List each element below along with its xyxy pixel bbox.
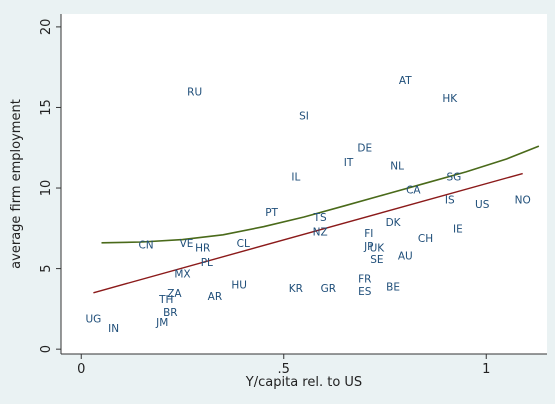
data-point-label: DE	[357, 143, 372, 155]
x-tick-label: 1	[482, 362, 490, 377]
data-point-label: RU	[187, 86, 202, 98]
y-tick-label: 5	[39, 264, 54, 272]
data-point-label: HK	[442, 93, 458, 105]
y-axis-title: average firm employment	[9, 99, 24, 269]
data-point-label: AR	[208, 291, 222, 303]
data-point-label: DK	[386, 217, 402, 229]
data-point-label: PT	[265, 207, 278, 219]
x-tick-label: .5	[278, 362, 290, 377]
x-tick-label: 0	[77, 362, 85, 377]
data-point-label: CL	[237, 238, 250, 250]
data-point-label: UG	[85, 314, 101, 326]
data-point-label: MX	[174, 268, 190, 280]
data-point-label: AU	[398, 251, 413, 263]
data-point-label: KR	[289, 283, 303, 295]
data-point-label: SG	[446, 172, 461, 184]
linear-fit-line	[93, 172, 523, 294]
data-point-label: JP	[363, 241, 373, 253]
data-point-label: UK	[370, 243, 386, 255]
y-tick-label: 10	[39, 180, 54, 197]
y-tick-label: 0	[39, 345, 54, 353]
data-point-label: HU	[231, 280, 247, 292]
data-point-label: CH	[418, 233, 433, 245]
data-point-label: FR	[358, 273, 371, 285]
data-point-label: IS	[445, 194, 455, 206]
data-point-label: IE	[453, 223, 463, 235]
data-point-label: NL	[390, 160, 404, 172]
data-point-label: NO	[515, 194, 531, 206]
data-point-label: ZA	[167, 288, 182, 300]
data-point-label: AT	[399, 75, 412, 87]
data-point-label: TS	[313, 212, 327, 224]
data-point-label: NZ	[313, 227, 328, 239]
data-point-label: PL	[201, 257, 213, 269]
data-point-label: FI	[364, 228, 373, 240]
data-point-label: CA	[406, 185, 421, 197]
y-tick-label: 20	[39, 19, 54, 36]
data-point-label: IL	[291, 172, 300, 184]
data-point-label: SI	[299, 111, 309, 123]
data-point-label: CN	[138, 239, 153, 251]
axes: 0 5 10 15 20 0 .5 1	[39, 14, 547, 377]
data-point-label: BR	[163, 307, 178, 319]
data-point-label: BE	[386, 281, 400, 293]
data-point-label: IN	[108, 323, 119, 335]
plot-area	[61, 14, 547, 354]
fit-lines	[93, 145, 540, 294]
data-point-label: ES	[358, 286, 372, 298]
y-tick-label: 15	[39, 99, 54, 116]
data-point-label: VE	[180, 238, 194, 250]
data-point-label: US	[475, 199, 490, 211]
data-point-label: TH	[158, 294, 173, 306]
x-axis-title: Y/capita rel. to US	[245, 375, 362, 390]
data-point-label: GR	[321, 283, 336, 295]
data-point-label: SE	[370, 254, 383, 266]
smooth-fit-line	[101, 145, 540, 244]
data-point-label: IT	[344, 157, 354, 169]
data-point-label: JM	[155, 317, 168, 329]
data-point-label: HR	[195, 243, 210, 255]
